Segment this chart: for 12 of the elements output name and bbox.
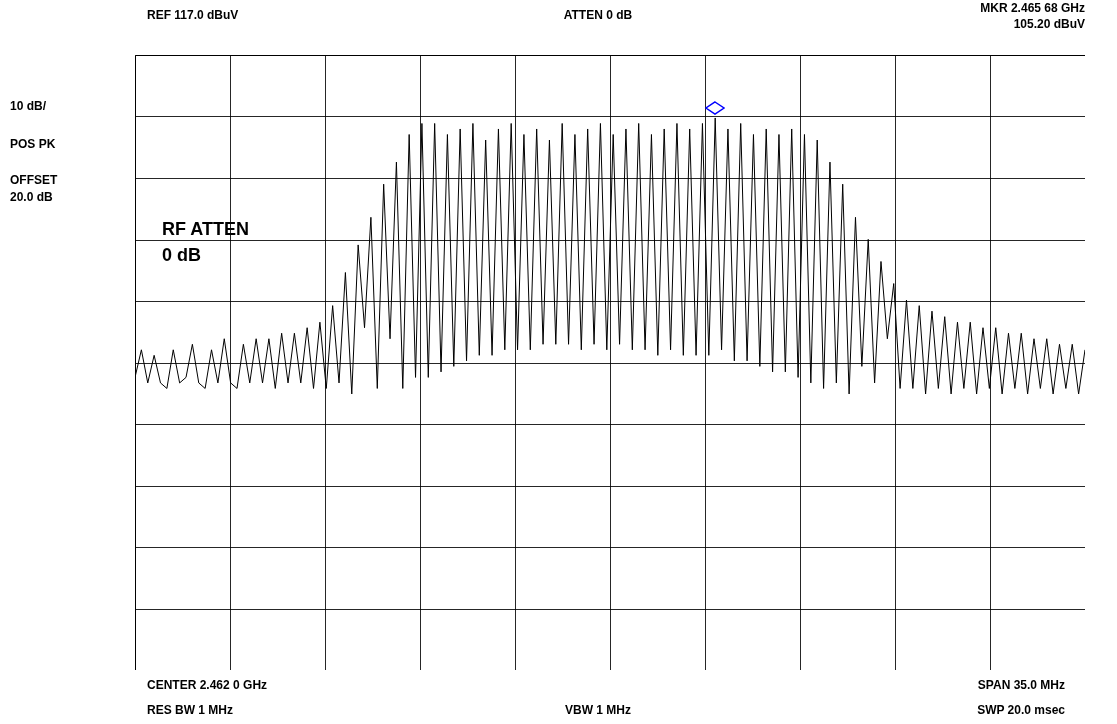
text: REF 117.0 dBuV	[147, 7, 240, 24]
text: CENTER 2.462 0 GHz	[147, 677, 269, 694]
text: 10 dB/	[10, 98, 47, 115]
text: SPAN 35.0 MHz	[976, 677, 1065, 694]
text: ATTEN 0 dB	[562, 7, 634, 24]
text: POS PK	[10, 136, 57, 153]
text: MKR 2.465 68 GHz	[979, 0, 1085, 17]
text: OFFSET 20.0 dB	[10, 172, 59, 206]
text: RES BW 1 MHz	[147, 702, 234, 719]
text: VBW 1 MHz	[564, 702, 632, 719]
text: 105.20 dBuV	[1012, 16, 1085, 33]
text: SWP 20.0 msec	[976, 702, 1065, 719]
